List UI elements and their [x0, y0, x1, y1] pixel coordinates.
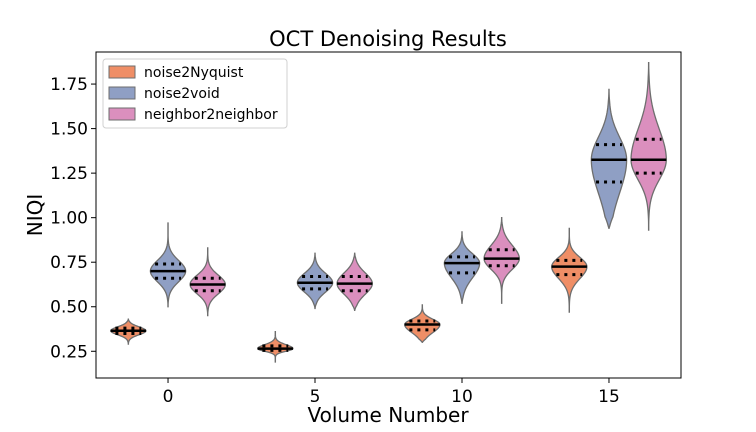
violin-layer: [110, 62, 667, 363]
x-tick-label: 5: [310, 387, 321, 407]
legend-box: [102, 58, 288, 129]
x-axis: 0 5 10 15: [163, 378, 620, 407]
legend-label: neighbor2neighbor: [144, 107, 278, 123]
y-tick-label: 1.75: [50, 75, 88, 95]
y-tick-label: 1.00: [50, 209, 88, 229]
legend-label: noise2void: [144, 86, 220, 102]
y-tick-label: 1.50: [50, 120, 88, 140]
x-tick-label: 10: [451, 387, 473, 407]
y-axis-label: NIQI: [23, 194, 47, 237]
x-tick-label: 0: [163, 387, 174, 407]
x-tick-label: 15: [598, 387, 620, 407]
violin-body: [296, 252, 334, 310]
y-tick-label: 0.50: [50, 298, 88, 318]
y-tick-label: 1.25: [50, 164, 88, 184]
violin-body: [630, 62, 667, 231]
violin-body: [149, 222, 187, 308]
violin-body: [189, 247, 226, 317]
violin-body: [443, 231, 481, 304]
violin-body: [551, 227, 588, 313]
legend-swatch: [108, 86, 136, 100]
violin-body: [483, 217, 520, 304]
y-tick-label: 0.25: [50, 342, 88, 362]
legend-swatch: [108, 65, 136, 79]
legend: noise2Nyquist noise2void neighbor2neighbor: [102, 58, 288, 129]
y-tick-label: 0.75: [50, 253, 88, 273]
x-axis-label: Volume Number: [307, 403, 469, 427]
violin-body: [257, 331, 294, 363]
legend-label: noise2Nyquist: [144, 65, 244, 81]
chart-title: OCT Denoising Results: [269, 27, 507, 51]
legend-swatch: [108, 107, 136, 121]
y-axis: 0.25 0.50 0.75 1.00 1.25 1.50 1.75: [50, 75, 96, 362]
